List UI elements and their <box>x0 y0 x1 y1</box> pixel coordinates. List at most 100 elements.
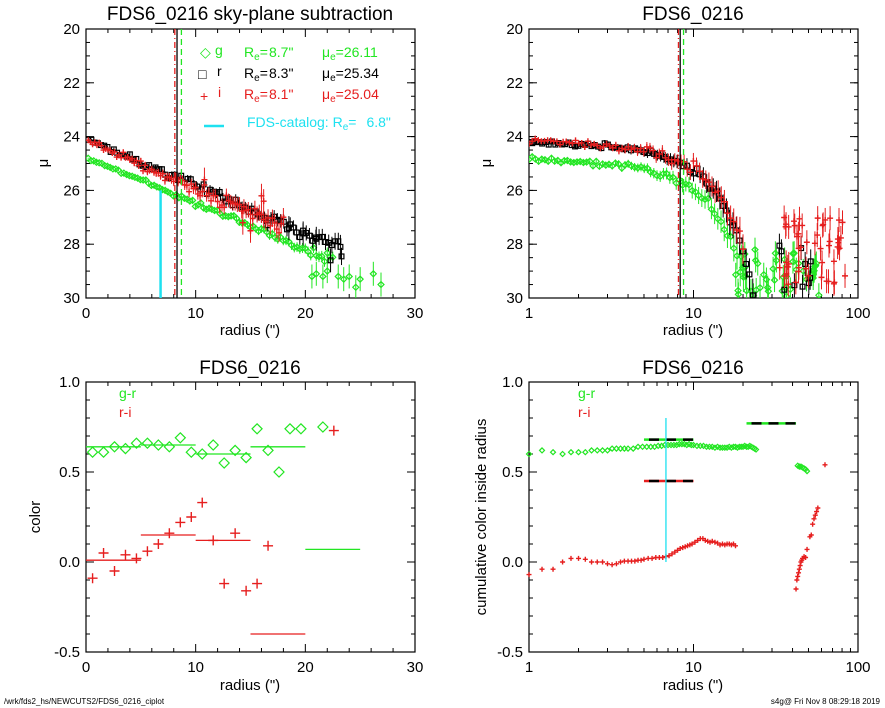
data-point <box>796 566 802 572</box>
x-tick-label: 20 <box>297 305 314 322</box>
data-point <box>129 155 136 162</box>
data-point <box>730 218 737 225</box>
data-point <box>717 542 723 548</box>
data-point <box>529 138 536 145</box>
legend-re-value-i: 8.1" <box>269 86 293 102</box>
data-point <box>797 563 803 569</box>
data-point <box>826 238 833 245</box>
y-tick-label: 20 <box>63 21 80 38</box>
data-point <box>820 221 827 228</box>
data-point <box>553 156 562 165</box>
y-tick-label: 30 <box>506 290 523 307</box>
data-point <box>797 244 804 251</box>
data-point <box>807 258 814 265</box>
data-point <box>803 555 809 560</box>
data-point <box>559 450 566 458</box>
data-point <box>86 446 99 459</box>
data-point <box>782 223 789 230</box>
data-point <box>659 169 668 178</box>
data-point <box>199 188 206 195</box>
data-point <box>718 194 725 201</box>
data-point <box>569 158 578 167</box>
data-point <box>296 234 303 241</box>
data-point <box>210 206 219 215</box>
data-point <box>585 157 594 166</box>
data-point <box>675 175 684 184</box>
data-point <box>665 156 672 163</box>
data-point <box>646 144 653 151</box>
data-point <box>139 176 147 184</box>
data-point <box>625 143 632 150</box>
data-point <box>97 446 110 459</box>
data-point <box>273 466 285 478</box>
data-point <box>202 205 211 214</box>
data-point <box>240 451 252 464</box>
y-tick-label: 1.0 <box>502 374 523 391</box>
data-point <box>247 227 254 234</box>
legend-band-r: r <box>217 63 222 79</box>
data-point <box>794 577 800 583</box>
data-point <box>152 164 159 171</box>
data-point <box>705 179 712 186</box>
data-point <box>612 142 619 149</box>
y-tick-label: 24 <box>63 129 80 146</box>
data-point <box>525 450 533 458</box>
data-point <box>618 559 624 565</box>
legend-symbol-i: + <box>200 88 208 104</box>
data-point <box>320 257 329 266</box>
y-tick-label: 26 <box>506 182 523 199</box>
data-point <box>317 252 326 261</box>
y-tick-label: 28 <box>506 236 523 253</box>
data-point <box>628 146 635 153</box>
data-point <box>184 175 191 182</box>
legend-re-value-r: 8.3" <box>269 65 293 81</box>
y-tick-label: 0.5 <box>59 464 80 481</box>
data-point <box>293 229 300 236</box>
data-point <box>589 559 595 565</box>
data-point <box>621 161 629 169</box>
data-point <box>702 537 708 543</box>
data-point <box>308 272 316 281</box>
x-tick-label: 0 <box>82 305 90 322</box>
data-point <box>690 441 697 449</box>
data-point <box>842 272 849 279</box>
data-point <box>575 448 582 456</box>
y-axis-label: μ <box>478 159 495 168</box>
data-point <box>532 135 539 142</box>
data-point <box>117 169 126 178</box>
data-point <box>183 182 190 189</box>
data-point <box>818 274 825 281</box>
data-point <box>836 217 843 224</box>
data-point <box>795 573 801 579</box>
data-point <box>563 138 570 145</box>
data-point <box>720 202 727 209</box>
data-point <box>529 140 532 147</box>
data-point <box>592 157 601 166</box>
data-point <box>192 184 199 191</box>
data-point <box>687 169 694 176</box>
data-point <box>822 462 828 468</box>
y-axis-label: cumulative color inside radius <box>473 419 490 616</box>
footer-path: /wrk/fds2_hs/NEWCUTS2/FDS6_0216_ciplot <box>4 697 165 706</box>
data-point <box>239 219 246 226</box>
data-point <box>140 167 147 174</box>
data-point <box>643 143 650 150</box>
data-point <box>238 219 246 227</box>
data-point <box>709 183 716 190</box>
data-point <box>351 283 360 292</box>
data-point <box>549 448 557 456</box>
data-point <box>785 260 792 267</box>
chart-title: FDS6_0216 <box>199 358 300 379</box>
data-point <box>323 267 332 275</box>
x-tick-label: 30 <box>407 659 424 676</box>
data-point <box>796 570 802 576</box>
data-point <box>600 559 606 565</box>
data-point <box>279 236 288 245</box>
data-point <box>781 273 788 280</box>
data-point <box>619 145 626 152</box>
data-point <box>560 156 569 165</box>
data-point <box>369 269 378 278</box>
data-point <box>721 198 728 205</box>
data-point <box>817 245 824 252</box>
x-tick-label: 20 <box>297 659 314 676</box>
